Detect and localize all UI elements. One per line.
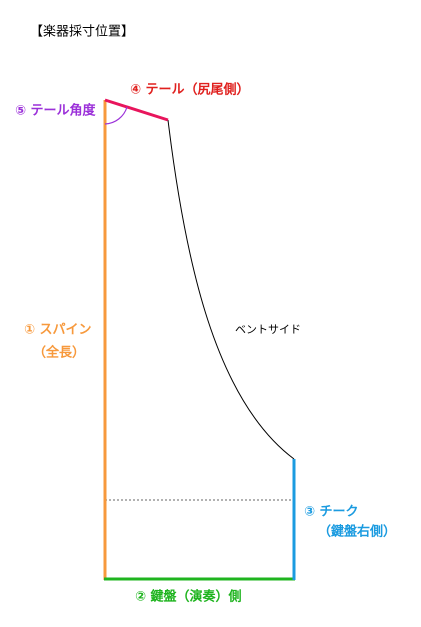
cheek-label: ③ チーク bbox=[304, 505, 359, 520]
bentside-label: ベントサイド bbox=[235, 323, 301, 336]
title: 【楽器採寸位置】 bbox=[30, 24, 134, 40]
bentside-line bbox=[167, 119, 295, 460]
tail-label: ④ テール（尻尾側） bbox=[130, 82, 250, 98]
tail-angle-label: ⑤ テール角度 bbox=[15, 103, 97, 119]
cheek-note: （鍵盤右側） bbox=[318, 524, 396, 540]
tail-line bbox=[104, 98, 169, 122]
keyboard-label: ② 鍵盤（演奏）側 bbox=[135, 589, 242, 605]
tail-angle-arc bbox=[104, 106, 128, 125]
spine-label: ① スパイン bbox=[24, 323, 92, 338]
spine-note: （全長） bbox=[33, 345, 85, 361]
